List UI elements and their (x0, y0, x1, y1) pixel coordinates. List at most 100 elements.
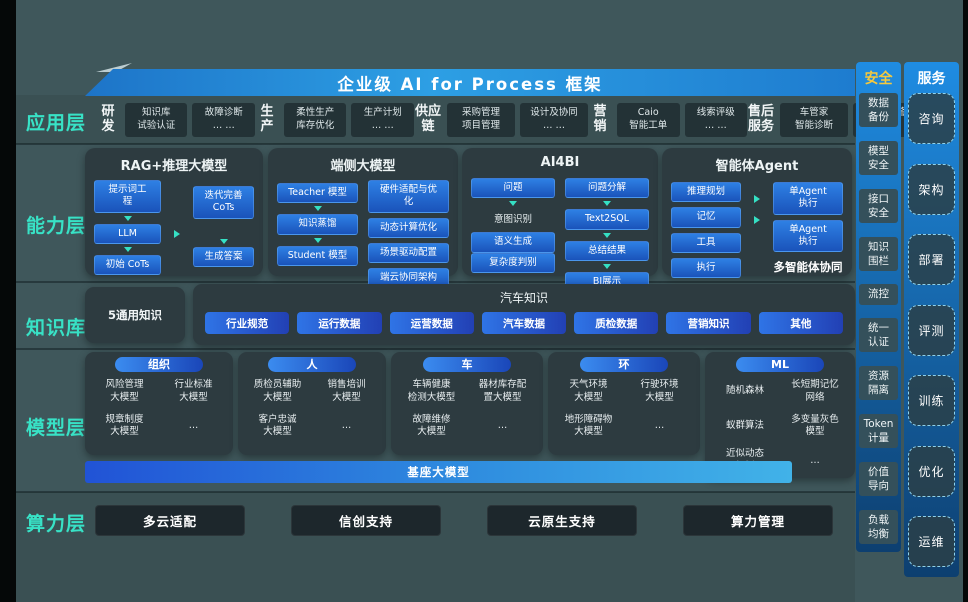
layer-label-capability: 能力层 (25, 215, 86, 237)
app-group-production: 生产 柔性生产 库存优化 生产计划 … … (255, 103, 415, 137)
service-item: 优化 (908, 445, 955, 497)
layer-divider (16, 491, 855, 493)
arrow-down-icon (603, 264, 611, 270)
service-item: 评测 (908, 304, 955, 356)
security-header: 安全 (864, 71, 893, 87)
security-item: 数据 备份 (859, 93, 898, 128)
model-card-ml: ML 随机森林 长短期记忆 网络 蚁群算法 多变量灰色 模型 近似动态 规划 … (705, 352, 855, 478)
app-group-rd: 研发 知识库 试验认证 故障诊断 … … (96, 103, 256, 137)
app-feature-box: 柔性生产 库存优化 (283, 103, 347, 137)
app-group-name: 供应链 (415, 104, 442, 134)
app-group-name: 生产 (260, 104, 274, 134)
service-item: 部署 (908, 234, 955, 285)
model-item: 随机森林 (725, 385, 764, 397)
flow-node: 问题 (471, 178, 555, 199)
security-item: 统一 认证 (859, 318, 898, 353)
right-edge-bar (963, 0, 968, 602)
application-layer-row: 研发 知识库 试验认证 故障诊断 … … 生产 柔性生产 库存优化 生产计划 …… (96, 100, 922, 140)
flow-node: 初始 CoTs (94, 255, 162, 276)
card-title: AI4BI (540, 155, 580, 170)
knowledge-pill: 质检数据 (574, 312, 659, 334)
flow-node: 生成答案 (193, 246, 254, 267)
service-header: 服务 (917, 71, 946, 87)
flow-node: 总结结果 (565, 240, 649, 262)
flow-node: 单Agent 执行 (773, 182, 843, 215)
card-title: 智能体Agent (715, 159, 799, 174)
service-item: 训练 (908, 375, 955, 426)
security-item: Token 计量 (859, 413, 898, 449)
capability-card-agent: 智能体Agent 推理规划 记忆 工具 执行 单Agent 执行 单Agent … (662, 148, 852, 279)
knowledge-auto-card: 汽车知识 行业规范 运行数据 运营数据 汽车数据 质检数据 营销知识 其他 (193, 284, 855, 345)
app-group-name: 研发 (101, 104, 115, 134)
model-item: … (497, 420, 508, 432)
multi-agent-caption: 多智能体协同 (773, 260, 843, 275)
framework-title-banner: 企业级 AI for Process 框架 (85, 69, 855, 96)
arrow-right-icon (754, 216, 760, 225)
service-strip: 服务 咨询 架构 部署 评测 训练 优化 运维 (904, 62, 959, 577)
arrow-down-icon (219, 238, 228, 244)
model-card-pill: 车 (423, 357, 511, 372)
compute-box-xinchuang: 信创支持 (291, 505, 441, 536)
flow-node: 问题分解 (565, 178, 649, 199)
layer-label-model: 模型层 (25, 417, 86, 439)
arrow-down-icon (123, 247, 132, 253)
service-item: 咨询 (908, 93, 955, 144)
capability-card-edge-model: 端侧大模型 Teacher 模型 知识蒸馏 Student 模型 硬件适配与优 … (268, 148, 458, 289)
model-item: 地形障碍物 大模型 (564, 413, 613, 438)
service-item: 运维 (908, 516, 955, 567)
model-card-pill: 人 (268, 357, 356, 372)
arrow-down-icon (509, 201, 517, 207)
model-item: 多变量灰色 模型 (791, 413, 839, 438)
model-card-people: 人 质检员辅助 大模型 销售培训 大模型 客户忠诚 大模型 … (238, 352, 386, 455)
layer-label-knowledge: 知识库 (25, 317, 86, 339)
knowledge-pill: 汽车数据 (481, 312, 567, 334)
model-card-pill: 组织 (115, 357, 203, 372)
knowledge-pill: 运营数据 (389, 312, 474, 334)
compute-box-cloudnative: 云原生支持 (487, 505, 637, 536)
layer-label-application: 应用层 (25, 112, 86, 134)
compute-box-management: 算力管理 (683, 505, 833, 536)
model-item: 行驶环境 大模型 (640, 379, 679, 403)
model-item: 行业标准 大模型 (174, 379, 213, 403)
flow-node: 单Agent 执行 (773, 219, 843, 253)
arrow-right-icon (174, 229, 181, 238)
layer-divider (16, 348, 855, 350)
flow-node: 执行 (671, 258, 741, 279)
app-group-name: 营销 (593, 104, 607, 134)
app-feature-box: 生产计划 … … (351, 103, 415, 137)
knowledge-pill: 运行数据 (297, 312, 382, 334)
knowledge-auto-title: 汽车知识 (499, 291, 548, 305)
model-item: 器材库存配 置大模型 (478, 379, 527, 403)
model-card-vehicle: 车 车辆健康 检测大模型 器材库存配 置大模型 故障维修 大模型 … (391, 352, 543, 455)
flow-node: 迭代完善 CoTs (193, 186, 254, 219)
model-item: 天气环境 大模型 (569, 379, 608, 403)
flow-node: LLM (94, 223, 162, 245)
arrow-down-icon (123, 215, 132, 221)
model-card-organization: 组织 风险管理 大模型 行业标准 大模型 规章制度 大模型 … (85, 352, 233, 455)
card-title: RAG+推理大模型 (120, 159, 228, 174)
arrow-down-icon (313, 237, 322, 243)
app-group-marketing: 营销 Caio 智能工单 线索评级 … … (588, 103, 748, 137)
arrow-down-icon (313, 206, 322, 212)
app-feature-box: 知识库 试验认证 (124, 103, 188, 137)
model-item: 故障维修 大模型 (412, 413, 451, 438)
model-item: 销售培训 大模型 (327, 379, 366, 403)
layer-divider (16, 143, 855, 145)
security-item: 流控 (859, 284, 898, 305)
flow-node: 提示词工 程 (94, 180, 162, 213)
flow-node: 知识蒸馏 (277, 214, 358, 235)
security-item: 价值 导向 (859, 461, 898, 497)
security-strip: 安全 数据 备份 模型 安全 接口 安全 知识 围栏 流控 统一 认证 资源 隔… (856, 62, 901, 552)
flow-node: Teacher 模型 (277, 183, 358, 204)
model-item: 蚁群算法 (725, 420, 764, 432)
model-item: … (810, 454, 820, 466)
model-item: 长短期记忆 网络 (791, 379, 839, 403)
base-model-banner: 基座大模型 (85, 461, 792, 483)
arrow-down-icon (603, 201, 611, 207)
app-group-supply-chain: 供应链 采购管理 项目管理 设计及协同 … … (414, 103, 589, 137)
model-item: 车辆健康 检测大模型 (407, 379, 456, 403)
flow-node: Student 模型 (277, 245, 358, 267)
security-item: 资源 隔离 (859, 365, 898, 401)
model-item: 风险管理 大模型 (105, 379, 144, 403)
